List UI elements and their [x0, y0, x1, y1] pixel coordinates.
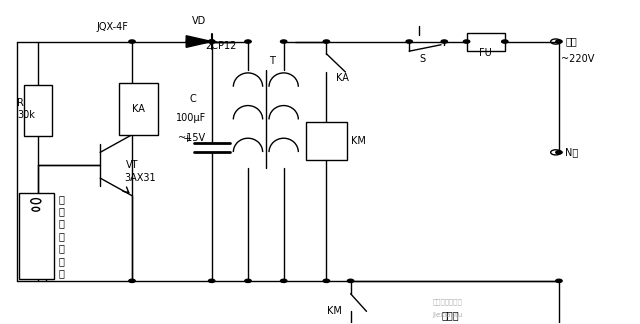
- Circle shape: [245, 40, 251, 43]
- Text: 2CP12: 2CP12: [205, 41, 237, 52]
- Text: 3AX31: 3AX31: [124, 173, 156, 183]
- Text: jiexiantu: jiexiantu: [432, 312, 463, 318]
- Text: T: T: [269, 56, 275, 66]
- Text: VD: VD: [192, 16, 206, 26]
- Text: N线: N线: [565, 147, 579, 157]
- Bar: [19, 192, 54, 279]
- Text: FU: FU: [479, 48, 492, 58]
- Circle shape: [209, 40, 215, 43]
- Text: R: R: [17, 98, 24, 108]
- Circle shape: [323, 40, 330, 43]
- Text: 30k: 30k: [17, 110, 35, 121]
- Text: ~220V: ~220V: [561, 54, 595, 64]
- Text: C: C: [189, 94, 196, 104]
- Circle shape: [209, 40, 215, 43]
- Text: VT: VT: [125, 160, 138, 170]
- Circle shape: [556, 40, 562, 43]
- Circle shape: [280, 40, 287, 43]
- Circle shape: [441, 40, 447, 43]
- Bar: [306, 122, 347, 160]
- Bar: [119, 83, 157, 135]
- Text: +: +: [183, 134, 192, 144]
- Circle shape: [502, 40, 508, 43]
- Text: ~15V: ~15V: [178, 133, 205, 143]
- Circle shape: [556, 279, 562, 283]
- Circle shape: [129, 40, 135, 43]
- Circle shape: [323, 279, 330, 283]
- Text: KM: KM: [351, 136, 365, 146]
- Polygon shape: [186, 36, 212, 47]
- Circle shape: [186, 40, 193, 43]
- Bar: [467, 32, 505, 51]
- Text: JQX-4F: JQX-4F: [97, 22, 129, 32]
- Circle shape: [209, 279, 215, 283]
- Text: 电热器: 电热器: [442, 310, 460, 320]
- Text: KA: KA: [132, 104, 145, 114]
- Text: S: S: [419, 53, 425, 64]
- Circle shape: [556, 151, 562, 154]
- Text: 100μF: 100μF: [176, 113, 207, 123]
- Circle shape: [406, 40, 412, 43]
- Circle shape: [348, 279, 354, 283]
- Text: KM: KM: [328, 307, 342, 316]
- Text: 头条号：电路图: 头条号：电路图: [433, 298, 462, 305]
- Circle shape: [129, 279, 135, 283]
- Bar: [24, 85, 52, 136]
- Circle shape: [463, 40, 470, 43]
- Text: KA: KA: [336, 74, 349, 84]
- Circle shape: [280, 279, 287, 283]
- Circle shape: [245, 279, 251, 283]
- Text: 相线: 相线: [565, 37, 577, 47]
- Text: 电
接
点
汞
温
度
计: 电 接 点 汞 温 度 计: [59, 194, 65, 278]
